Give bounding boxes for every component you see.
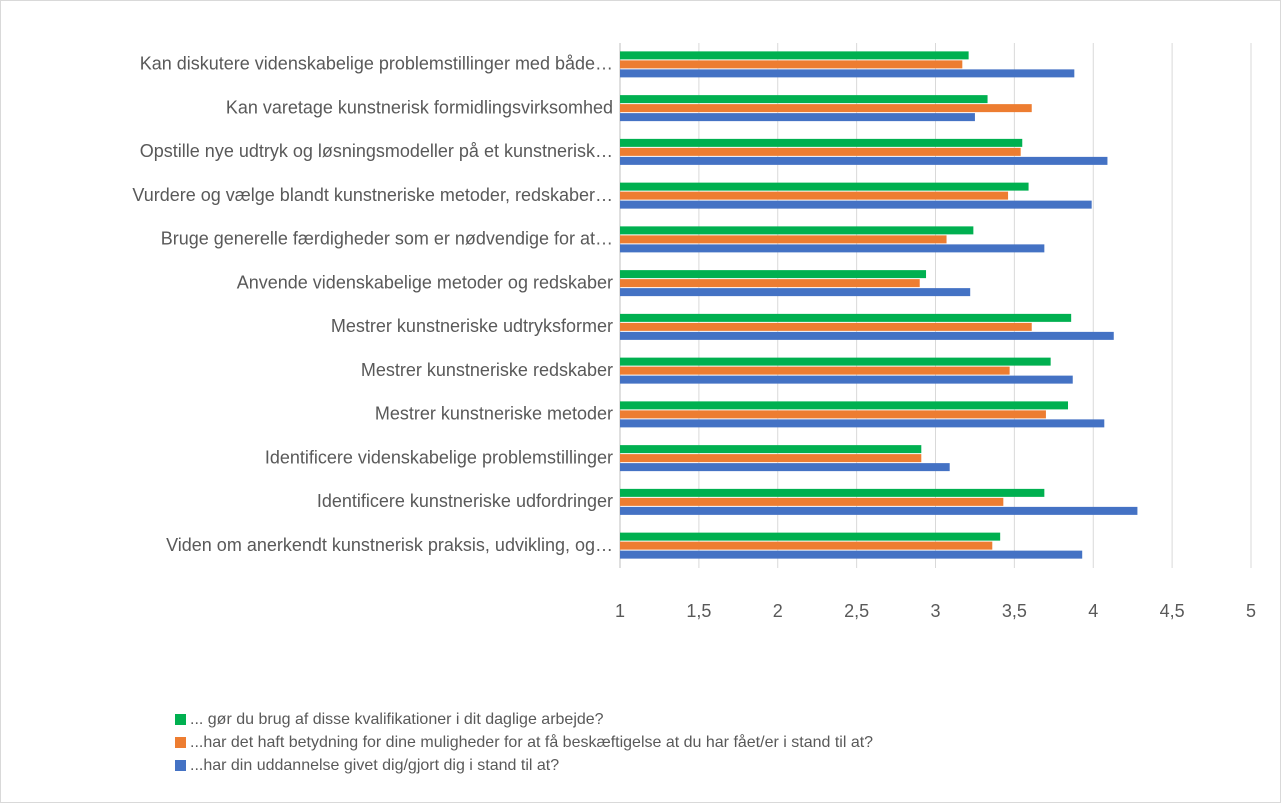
bar [620, 454, 922, 463]
x-tick-label: 2 [773, 601, 783, 621]
bar [620, 445, 922, 454]
bar [620, 156, 1108, 165]
bar [620, 95, 988, 104]
bar [620, 550, 1083, 559]
bar [620, 419, 1105, 428]
bar [620, 497, 1004, 506]
bar [620, 279, 920, 288]
bar [620, 244, 1045, 253]
bar [620, 401, 1069, 410]
bar [620, 532, 1001, 541]
legend-swatch [175, 760, 186, 771]
legend-swatch [175, 714, 186, 725]
bar [620, 235, 947, 244]
bar [620, 357, 1051, 366]
x-tick-label: 1,5 [686, 601, 711, 621]
y-tick-label: Kan diskutere videnskabelige problemstil… [140, 54, 613, 74]
x-tick-label: 2,5 [844, 601, 869, 621]
bar [620, 147, 1021, 156]
bar [620, 270, 927, 279]
bar [620, 182, 1029, 191]
y-tick-label: Kan varetage kunstnerisk formidlingsvirk… [226, 97, 613, 117]
x-tick-label: 5 [1246, 601, 1256, 621]
y-tick-label: Identificere kunstneriske udfordringer [317, 491, 613, 511]
legend-swatch [175, 737, 186, 748]
y-tick-label: Bruge generelle færdigheder som er nødve… [161, 229, 613, 249]
bar [620, 104, 1032, 113]
bar [620, 366, 1010, 375]
bar [620, 288, 971, 297]
legend-label: ...har det haft betydning for dine mulig… [190, 733, 873, 751]
x-tick-label: 3,5 [1002, 601, 1027, 621]
y-tick-label: Viden om anerkendt kunstnerisk praksis, … [166, 535, 613, 555]
x-tick-label: 4 [1088, 601, 1098, 621]
y-tick-label: Vurdere og vælge blandt kunstneriske met… [132, 185, 613, 205]
bar [620, 226, 974, 235]
y-tick-label: Mestrer kunstneriske udtryksformer [331, 316, 613, 336]
bar [620, 463, 950, 472]
y-tick-label: Mestrer kunstneriske metoder [375, 404, 613, 424]
x-tick-label: 4,5 [1160, 601, 1185, 621]
bar [620, 60, 963, 69]
bar [620, 51, 969, 60]
bar [620, 506, 1138, 515]
bar [620, 375, 1073, 384]
bar [620, 410, 1046, 419]
bar [620, 541, 993, 550]
bar [620, 488, 1045, 497]
y-tick-label: Anvende videnskabelige metoder og redska… [237, 272, 613, 292]
bar [620, 322, 1032, 331]
y-tick-label: Identificere videnskabelige problemstill… [265, 447, 613, 467]
y-tick-label: Mestrer kunstneriske redskaber [361, 360, 613, 380]
legend-label: ...har din uddannelse givet dig/gjort di… [190, 757, 559, 774]
legend-label: ... gør du brug af disse kvalifikationer… [190, 711, 604, 728]
bar [620, 191, 1009, 200]
bar [620, 69, 1075, 78]
bar [620, 331, 1114, 340]
bar [620, 313, 1072, 322]
y-tick-label: Opstille nye udtryk og løsningsmodeller … [140, 141, 613, 161]
x-tick-label: 3 [930, 601, 940, 621]
bar [620, 200, 1092, 209]
x-tick-label: 1 [615, 601, 625, 621]
bar [620, 138, 1023, 147]
bar [620, 113, 975, 122]
